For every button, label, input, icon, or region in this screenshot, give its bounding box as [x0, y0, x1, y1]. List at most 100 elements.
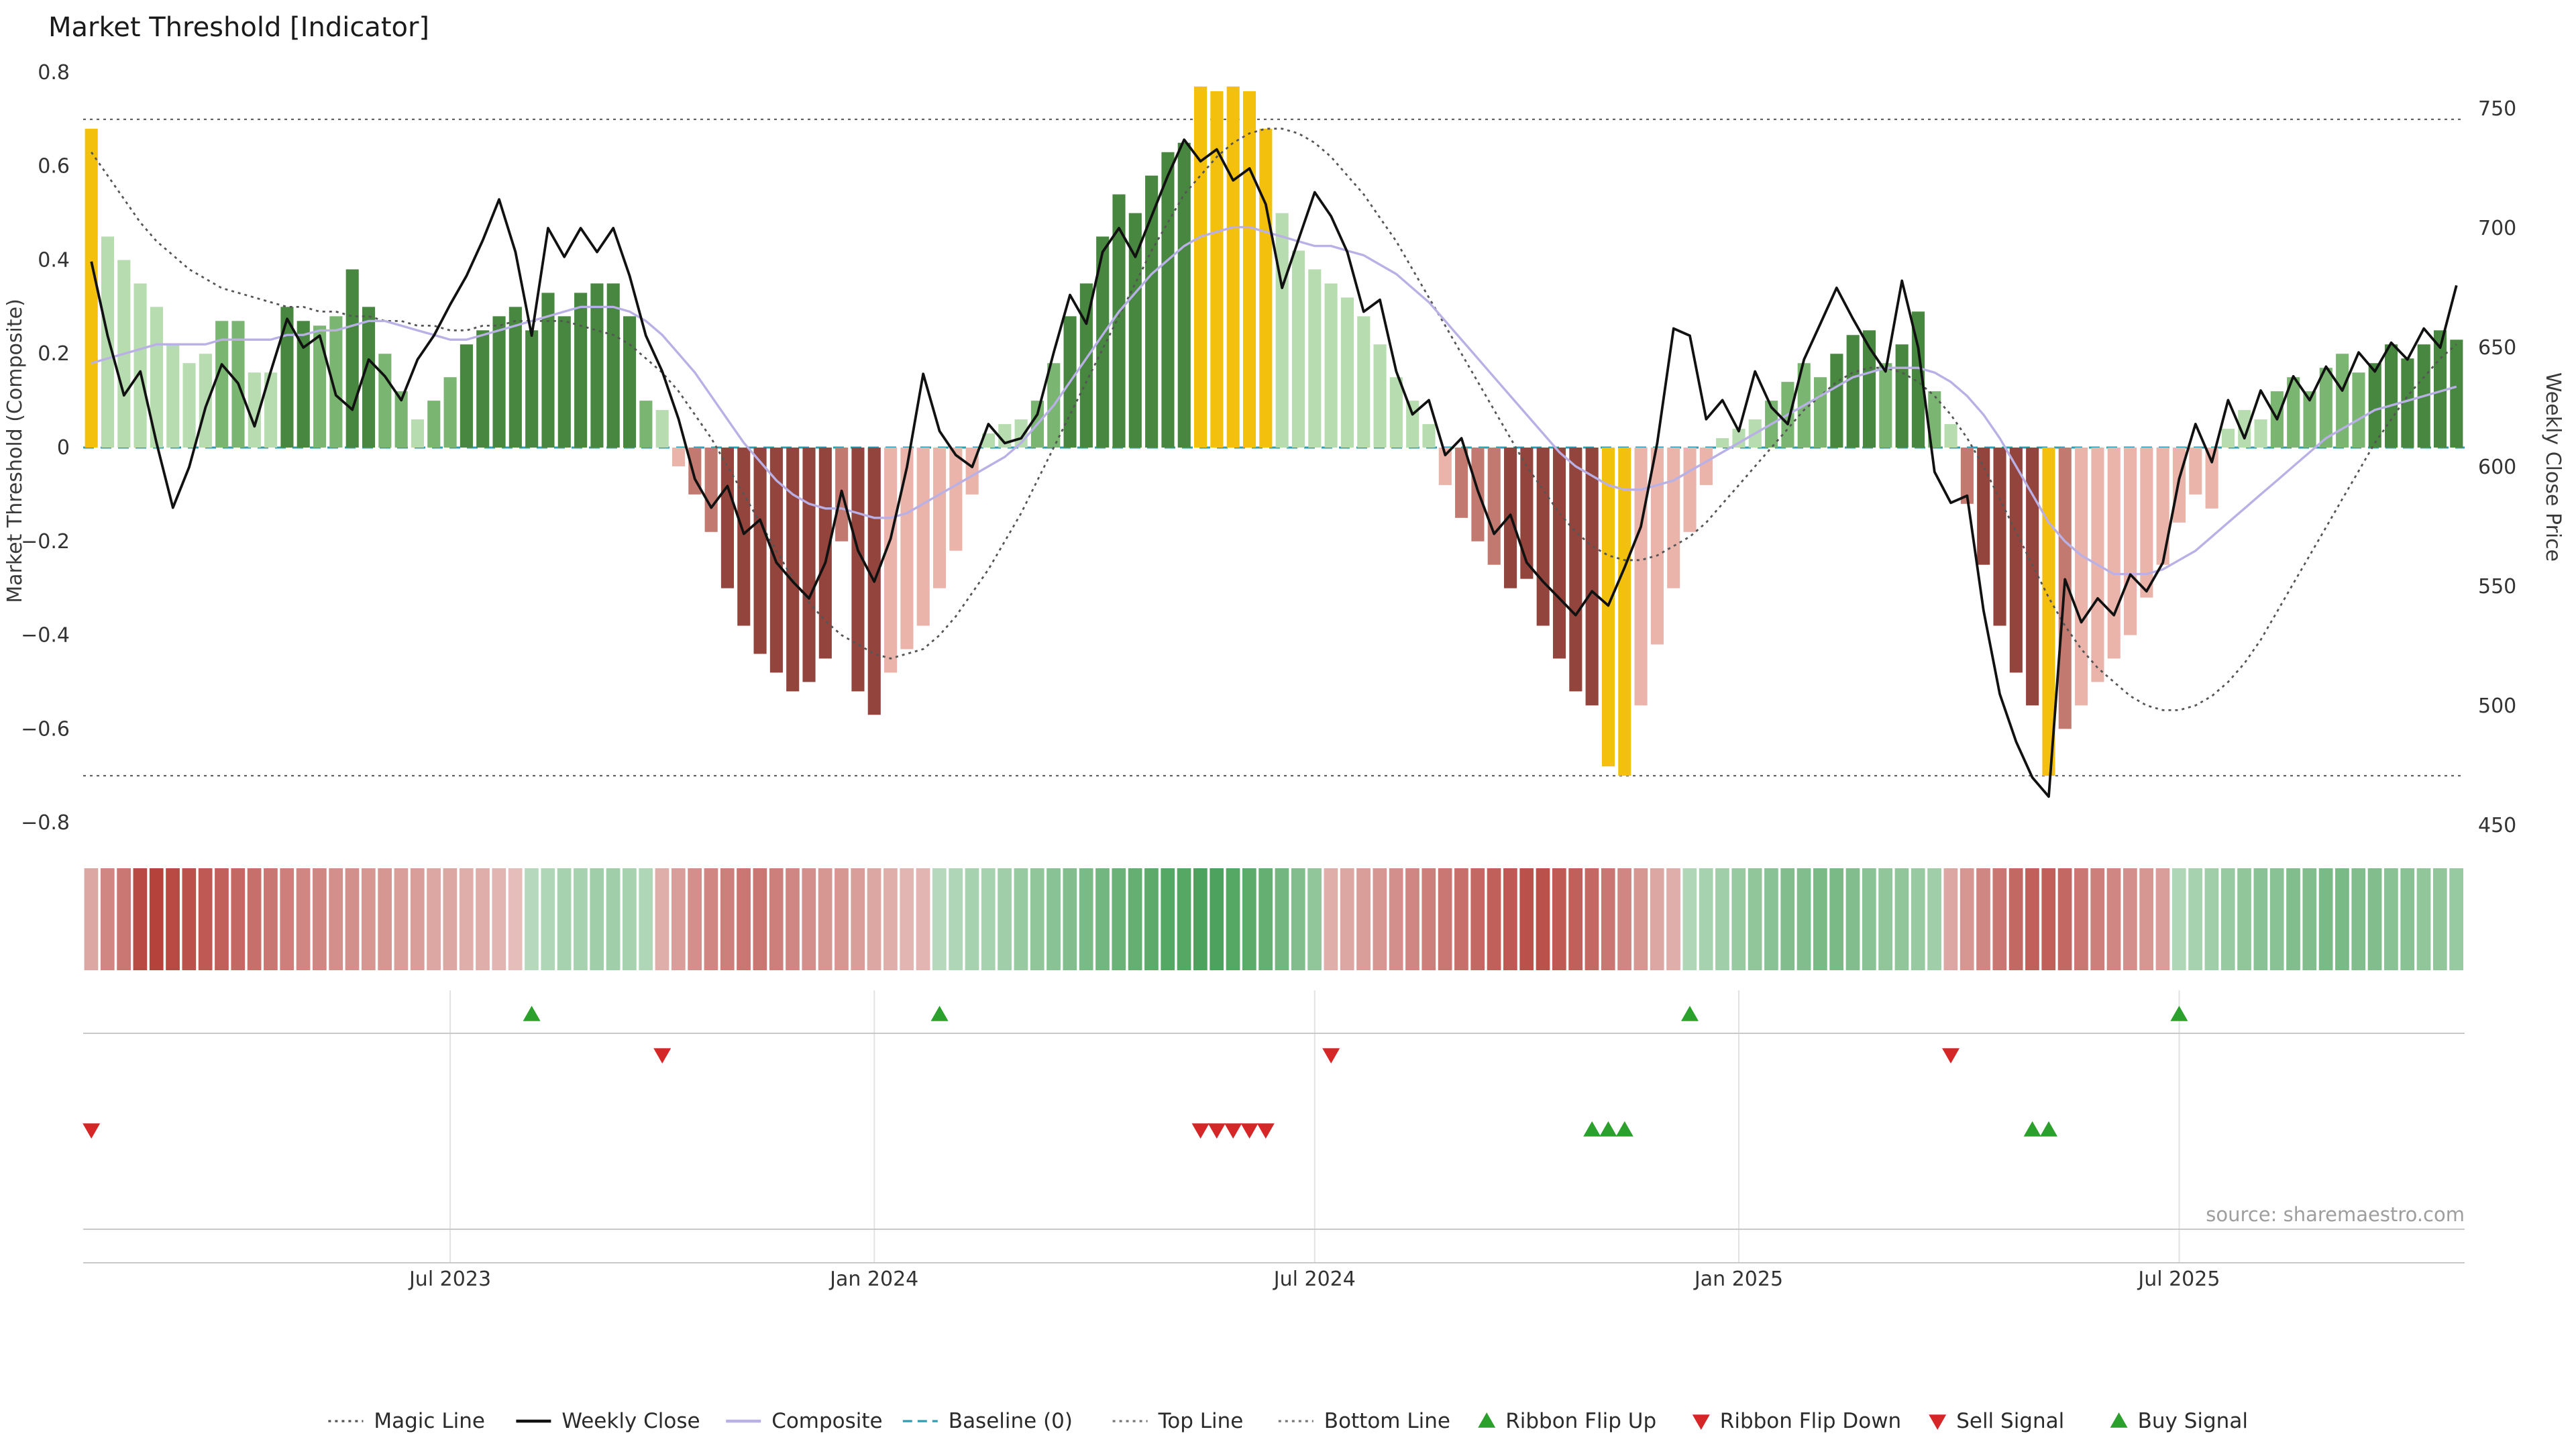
- composite-bar: [101, 236, 115, 448]
- ribbon-cell: [215, 868, 229, 970]
- sell-signal-marker: [1224, 1123, 1242, 1139]
- ribbon-cell: [1862, 868, 1876, 970]
- ribbon-cell: [1829, 868, 1844, 970]
- ribbon-cell: [1258, 868, 1273, 970]
- ribbon-cell: [1307, 868, 1322, 970]
- composite-bar: [704, 448, 718, 532]
- composite-bar: [1569, 448, 1582, 692]
- legend-label-baseline-0: Baseline (0): [949, 1409, 1073, 1433]
- y-tick-left: −0.4: [21, 624, 70, 647]
- ribbon-cell: [329, 868, 343, 970]
- composite-bar: [1210, 91, 1224, 448]
- composite-bar: [802, 448, 816, 682]
- legend-group: Magic Line Weekly Close Composite Baseline …: [328, 1409, 2248, 1433]
- ribbon-cell: [1748, 868, 1762, 970]
- composite-bar: [1879, 363, 1892, 448]
- composite-bar: [2368, 363, 2381, 448]
- composite-bar: [394, 391, 408, 448]
- composite-bar: [1536, 448, 1550, 626]
- composite-bar: [1079, 283, 1093, 448]
- ribbon-cell: [2204, 868, 2219, 970]
- ribbon-cell: [427, 868, 441, 970]
- ribbon-cell: [671, 868, 686, 970]
- ribbon-cell: [655, 868, 669, 970]
- ribbon-cell: [525, 868, 539, 970]
- ribbon-cell: [2302, 868, 2317, 970]
- composite-bar: [1373, 344, 1387, 448]
- ribbon-cell: [1291, 868, 1305, 970]
- composite-bar: [345, 269, 359, 448]
- composite-bar: [280, 307, 294, 448]
- ribbon-cell: [2041, 868, 2056, 970]
- ribbon-cell: [965, 868, 979, 970]
- trend-ribbon-group: [84, 868, 2463, 970]
- ribbon-cell: [280, 868, 294, 970]
- composite-bar: [2009, 448, 2023, 673]
- composite-bar: [1911, 311, 1925, 448]
- composite-bar: [1128, 213, 1142, 448]
- ribbon-cell: [1324, 868, 1338, 970]
- composite-bar: [1650, 448, 1664, 645]
- ribbon-cell: [883, 868, 898, 970]
- y-tick-left: 0.8: [38, 61, 70, 85]
- ribbon-cell: [1960, 868, 1974, 970]
- ribbon-cell: [2335, 868, 2349, 970]
- ribbon-flip-down-marker: [1942, 1048, 1960, 1064]
- composite-bar: [1716, 438, 1729, 448]
- ribbon-flip-up-legend-swatch: [1478, 1412, 1496, 1428]
- composite-bar: [1406, 401, 1419, 448]
- composite-bar: [1242, 91, 1256, 448]
- composite-bar: [460, 344, 473, 448]
- ribbon-cell: [900, 868, 914, 970]
- composite-bar: [150, 307, 163, 448]
- composite-bar: [1585, 448, 1599, 706]
- ribbon-cell: [1927, 868, 1941, 970]
- composite-bar: [2107, 448, 2121, 659]
- ribbon-cell: [1340, 868, 1354, 970]
- composite-bar: [737, 448, 751, 626]
- ribbon-flip-up-marker: [930, 1006, 949, 1021]
- ribbon-cell: [557, 868, 572, 970]
- composite-bar: [1455, 448, 1468, 518]
- composite-bar: [492, 316, 506, 448]
- composite-bar: [1601, 448, 1615, 767]
- composite-bar: [1683, 448, 1697, 532]
- ribbon-flip-down-legend-swatch: [1692, 1414, 1710, 1430]
- composite-bar: [1667, 448, 1680, 588]
- ribbon-cell: [932, 868, 947, 970]
- ribbon-cell: [1193, 868, 1208, 970]
- composite-bar: [1308, 269, 1322, 448]
- ribbon-cell: [84, 868, 99, 970]
- x-tick-label: Jan 2024: [828, 1267, 918, 1291]
- ribbon-cell: [867, 868, 881, 970]
- composite-bar: [1960, 448, 1974, 504]
- ribbon-cell: [508, 868, 523, 970]
- ribbon-cell: [1030, 868, 1044, 970]
- x-tick-label: Jul 2023: [408, 1267, 491, 1291]
- y-tick-left: −0.2: [21, 530, 70, 554]
- y-tick-right: 550: [2478, 575, 2516, 599]
- ribbon-cell: [1878, 868, 1892, 970]
- composite-bar: [590, 283, 604, 448]
- ribbon-cell: [1275, 868, 1289, 970]
- weekly-close-line: [90, 138, 2458, 798]
- ribbon-cell: [476, 868, 490, 970]
- ribbon-cell: [1128, 868, 1142, 970]
- composite-bar: [2189, 448, 2202, 495]
- ribbon-flip-up-marker: [523, 1006, 541, 1021]
- ribbon-cell: [2155, 868, 2170, 970]
- ribbon-cell: [1112, 868, 1126, 970]
- y-tick-right: 600: [2478, 456, 2516, 479]
- ribbon-cell: [1046, 868, 1061, 970]
- y-tick-left: −0.8: [21, 811, 70, 835]
- composite-bar: [1634, 448, 1648, 706]
- composite-bar: [1275, 213, 1289, 448]
- composite-bar: [1340, 297, 1354, 448]
- legend-label-ribbon-flip-down: Ribbon Flip Down: [1720, 1409, 1901, 1433]
- ribbon-cell: [1585, 868, 1599, 970]
- y-tick-left: −0.6: [21, 717, 70, 741]
- composite-bar: [1291, 250, 1305, 448]
- ribbon-cell: [2400, 868, 2415, 970]
- buy-signal-marker: [2040, 1121, 2057, 1137]
- ribbon-cell: [802, 868, 816, 970]
